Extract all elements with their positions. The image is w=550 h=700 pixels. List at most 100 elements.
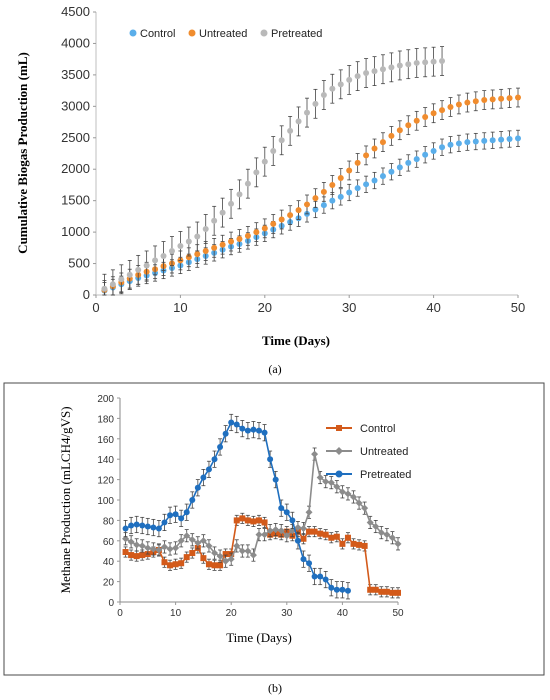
data-point: [135, 266, 142, 273]
data-point: [228, 238, 235, 245]
data-point: [283, 532, 291, 540]
data-point: [396, 127, 403, 134]
data-point: [312, 100, 319, 107]
data-point: [333, 586, 340, 593]
ytick-label: 80: [103, 516, 115, 527]
data-point: [394, 540, 402, 548]
panel-b-frame: [3, 382, 545, 676]
data-point: [339, 586, 346, 593]
panel-b-x-ticks: 0 10 20 30 40 50: [117, 602, 404, 619]
ytick-label: 0: [108, 598, 114, 609]
data-point: [312, 195, 319, 202]
data-point: [339, 540, 346, 547]
data-point: [228, 200, 235, 207]
data-point: [447, 103, 454, 110]
legend-b-untreated-label: Untreated: [360, 446, 408, 458]
data-point: [294, 537, 301, 544]
data-point: [388, 132, 395, 139]
data-point: [294, 524, 302, 532]
data-point: [261, 519, 268, 526]
data-point: [405, 122, 412, 129]
xtick-label: 10: [170, 608, 182, 619]
legend-a-control-marker: [129, 29, 137, 37]
data-point: [328, 584, 335, 591]
data-point: [379, 139, 386, 146]
data-point: [363, 70, 370, 77]
data-point: [515, 135, 521, 142]
data-point: [350, 493, 358, 501]
ytick-label: 1000: [61, 224, 90, 239]
data-point: [233, 542, 241, 550]
legend-b-control-marker: [336, 425, 342, 431]
panel-b-y-axis-label: Methane Production (mLCH4/gVS): [58, 406, 73, 593]
data-point: [344, 534, 351, 541]
series-control: [101, 129, 521, 296]
data-point: [101, 285, 108, 292]
ytick-label: 100: [97, 496, 114, 507]
data-point: [222, 430, 229, 437]
data-point: [377, 529, 385, 537]
data-point: [311, 450, 319, 458]
data-point: [388, 168, 395, 175]
data-point: [202, 247, 209, 254]
data-point: [183, 532, 191, 540]
data-point: [396, 164, 403, 171]
data-point: [447, 141, 454, 148]
data-point: [233, 517, 240, 524]
data-point: [283, 509, 290, 516]
data-point: [311, 573, 318, 580]
data-point: [344, 490, 352, 498]
data-point: [498, 136, 505, 143]
data-point: [216, 552, 224, 560]
ytick-label: 180: [97, 414, 114, 425]
data-point: [300, 556, 307, 563]
data-point: [413, 117, 420, 124]
data-point: [239, 425, 246, 432]
legend-a-untreated-label: Untreated: [199, 28, 247, 40]
data-point: [383, 531, 391, 539]
data-point: [143, 262, 150, 269]
data-point: [126, 271, 133, 278]
data-point: [422, 114, 429, 121]
data-point: [371, 145, 378, 152]
data-point: [167, 512, 174, 519]
data-point: [139, 552, 146, 559]
data-point: [266, 527, 274, 535]
data-point: [363, 181, 370, 188]
data-point: [439, 107, 446, 114]
data-point: [189, 497, 196, 503]
ytick-label: 60: [103, 537, 115, 548]
legend-b-control-label: Control: [360, 423, 395, 435]
data-point: [194, 251, 201, 258]
data-point: [194, 539, 202, 547]
series-control: [122, 512, 401, 599]
data-point: [430, 110, 437, 117]
data-point: [322, 576, 329, 583]
data-point: [356, 541, 363, 548]
data-point: [361, 504, 369, 512]
data-point: [367, 586, 374, 593]
data-point: [277, 527, 285, 535]
data-point: [149, 545, 157, 553]
data-point: [144, 523, 151, 530]
data-point: [354, 185, 361, 192]
data-point: [322, 531, 329, 538]
data-point: [205, 561, 212, 568]
ytick-label: 500: [68, 256, 90, 271]
data-point: [506, 136, 513, 143]
data-point: [396, 62, 403, 69]
data-point: [405, 61, 412, 68]
panel-a-x-ticks: 0 10 20 30 40 50: [92, 295, 525, 315]
ytick-label: 20: [103, 578, 115, 589]
data-point: [177, 242, 184, 249]
data-point: [327, 479, 335, 487]
data-point: [272, 476, 279, 483]
panel-b-x-axis-label: Time (Days): [226, 630, 292, 645]
data-point: [405, 159, 412, 166]
panel-a-chart: 0 500 1000 1500 2000 2500 3000 3500 4000 4500 0 10…: [15, 4, 525, 376]
data-point: [211, 549, 219, 557]
data-point: [122, 525, 129, 532]
data-point: [287, 212, 294, 219]
data-point: [472, 138, 479, 145]
data-point: [481, 97, 488, 104]
